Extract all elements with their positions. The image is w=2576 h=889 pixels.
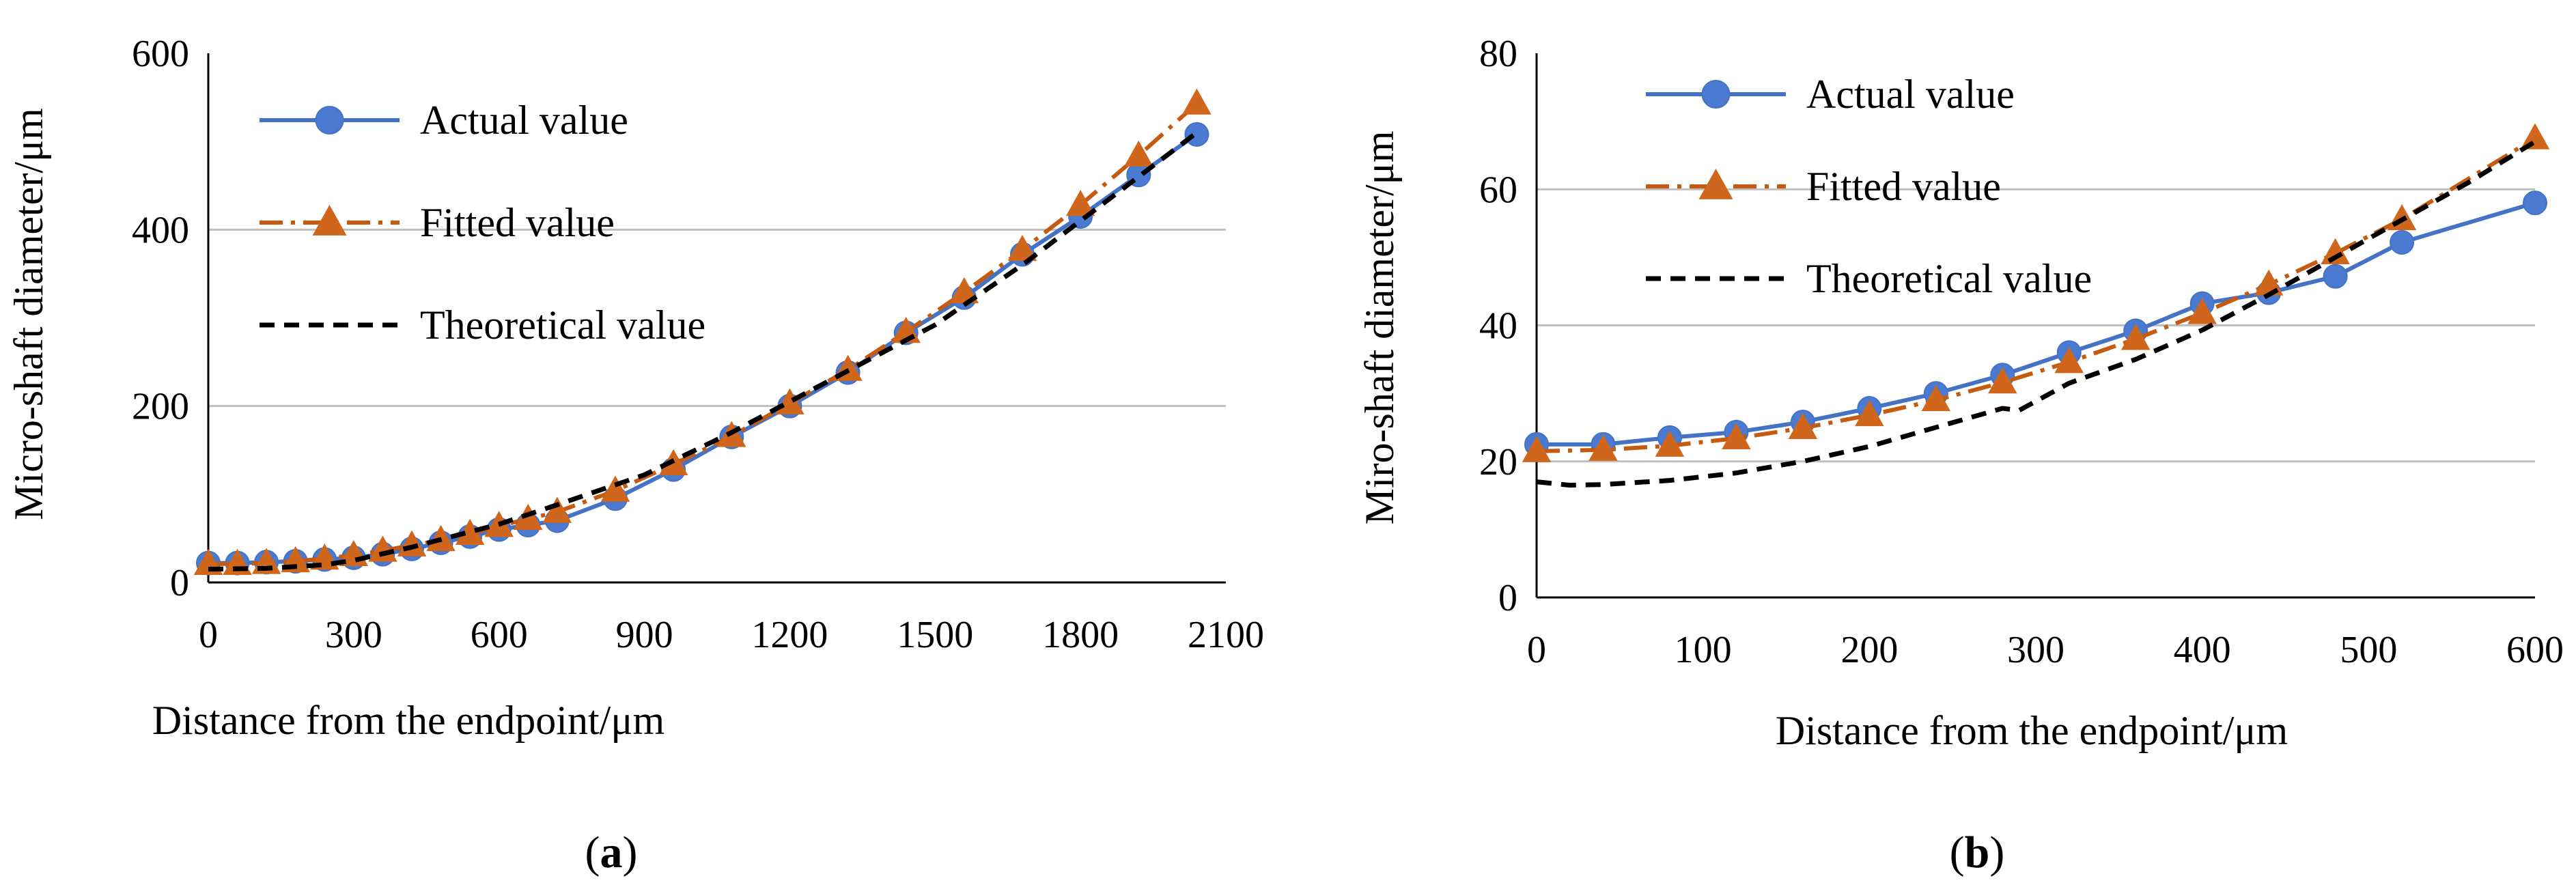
y-tick-label: 40 xyxy=(1479,305,1517,348)
series-group-a xyxy=(193,88,1212,576)
data-point-fitted-value xyxy=(1722,423,1751,449)
y-tick-label: 600 xyxy=(132,33,189,75)
y-tick-label: 200 xyxy=(132,386,189,428)
x-tick-label: 100 xyxy=(1675,629,1732,671)
panel-label-a: (a) xyxy=(585,828,638,877)
legend-label: Theoretical value xyxy=(420,302,705,348)
panel-label-b-letter: b xyxy=(1965,828,1990,877)
x-tick-label: 900 xyxy=(616,614,673,656)
legend-b: Actual value Fitted value Theoretical valu… xyxy=(1646,72,2092,301)
x-tick-label: 600 xyxy=(2506,629,2564,671)
series-group-b xyxy=(1522,123,2550,488)
data-point-fitted-value xyxy=(1788,412,1818,439)
legend-marker xyxy=(1698,168,1733,199)
data-point-fitted-value xyxy=(1522,436,1552,462)
x-tick-label: 0 xyxy=(1527,629,1546,671)
data-point-fitted-value xyxy=(1124,140,1153,167)
data-point-fitted-value xyxy=(2321,238,2350,264)
y-tick-labels-a: 0 200 400 600 xyxy=(132,33,189,604)
legend-label: Theoretical value xyxy=(1806,256,2092,301)
panel-label-a-letter: a xyxy=(600,828,623,877)
y-tick-label: 0 xyxy=(170,562,189,604)
data-point-actual-value xyxy=(1184,122,1209,147)
x-tick-label: 1200 xyxy=(751,614,828,656)
series-line-actual-value xyxy=(208,132,1199,565)
x-tick-label: 200 xyxy=(1840,629,1898,671)
data-point-fitted-value xyxy=(2187,298,2217,324)
series-line-theoretical-value xyxy=(1536,139,2536,488)
x-tick-label: 300 xyxy=(2007,629,2064,671)
data-point-fitted-value xyxy=(455,518,485,546)
chart-panel-b: 0 100 200 300 400 500 600 0 20 40 60 80 Distance f… xyxy=(1357,33,2564,877)
legend-label: Fitted value xyxy=(1806,164,2001,209)
x-tick-labels-a: 0 300 600 900 1200 1500 1800 2100 xyxy=(199,614,1264,656)
data-point-fitted-value xyxy=(1921,384,1951,412)
data-point-fitted-value xyxy=(1855,399,1884,427)
data-point-fitted-value xyxy=(2254,269,2284,296)
x-tick-label: 300 xyxy=(325,614,382,656)
data-point-fitted-value xyxy=(542,496,572,523)
x-tick-label: 1500 xyxy=(897,614,973,656)
data-point-fitted-value xyxy=(600,475,630,502)
grid-lines-a xyxy=(208,228,1226,408)
y-tick-labels-b: 0 20 40 60 80 xyxy=(1479,33,1517,619)
y-axis-title-a: Micro-shaft diameter/μm xyxy=(6,108,51,520)
data-point-fitted-value xyxy=(1065,190,1095,216)
data-point-fitted-value xyxy=(2054,347,2084,373)
y-tick-label: 60 xyxy=(1479,169,1517,211)
data-point-fitted-value xyxy=(1988,367,2017,394)
x-axis-title-b: Distance from the endpoint/μm xyxy=(1776,708,2288,753)
panel-label-b: (b) xyxy=(1950,828,2005,877)
data-point-fitted-value xyxy=(368,535,397,562)
legend-a: Actual value Fitted value Theoretical valu… xyxy=(260,98,705,348)
x-tick-label: 2100 xyxy=(1188,614,1264,656)
data-point-fitted-value xyxy=(1588,434,1618,461)
data-point-fitted-value xyxy=(1655,430,1685,457)
legend-marker xyxy=(315,106,344,135)
data-point-fitted-value xyxy=(1007,234,1037,262)
chart-panel-a: 0 300 600 900 1200 1500 1800 2100 0 200 400 600 Di… xyxy=(6,33,1264,877)
series-line-fitted-value xyxy=(208,102,1199,566)
series-line-theoretical-value xyxy=(208,130,1199,572)
x-tick-labels-b: 0 100 200 300 400 500 600 xyxy=(1527,629,2564,671)
data-point-actual-value xyxy=(2390,229,2415,255)
x-tick-label: 0 xyxy=(199,614,218,656)
y-axis-title-b: Miro-shaft diameter/μm xyxy=(1357,130,1402,524)
data-point-fitted-value xyxy=(949,277,979,304)
data-point-fitted-value xyxy=(2120,324,2151,350)
y-tick-label: 20 xyxy=(1479,441,1517,483)
legend-label: Fitted value xyxy=(420,200,615,245)
series-line-actual-value xyxy=(1537,201,2536,447)
x-tick-label: 500 xyxy=(2340,629,2397,671)
x-tick-label: 400 xyxy=(2174,629,2231,671)
legend-label: Actual value xyxy=(1806,72,2015,117)
x-axis-title-a: Distance from the endpoint/μm xyxy=(152,698,664,743)
data-point-actual-value xyxy=(2323,264,2348,289)
legend-marker xyxy=(1701,80,1731,109)
data-point-fitted-value xyxy=(1182,88,1212,115)
x-tick-label: 1800 xyxy=(1042,614,1119,656)
grid-lines-b xyxy=(1537,188,2535,463)
y-tick-label: 80 xyxy=(1479,33,1517,75)
x-tick-label: 600 xyxy=(471,614,528,656)
data-point-fitted-value xyxy=(2520,123,2550,150)
data-point-fitted-value xyxy=(2387,203,2417,231)
data-point-actual-value xyxy=(2523,190,2547,216)
y-tick-label: 0 xyxy=(1498,577,1517,619)
legend-label: Actual value xyxy=(420,98,628,143)
y-tick-label: 400 xyxy=(132,209,189,251)
legend-marker xyxy=(312,204,347,236)
